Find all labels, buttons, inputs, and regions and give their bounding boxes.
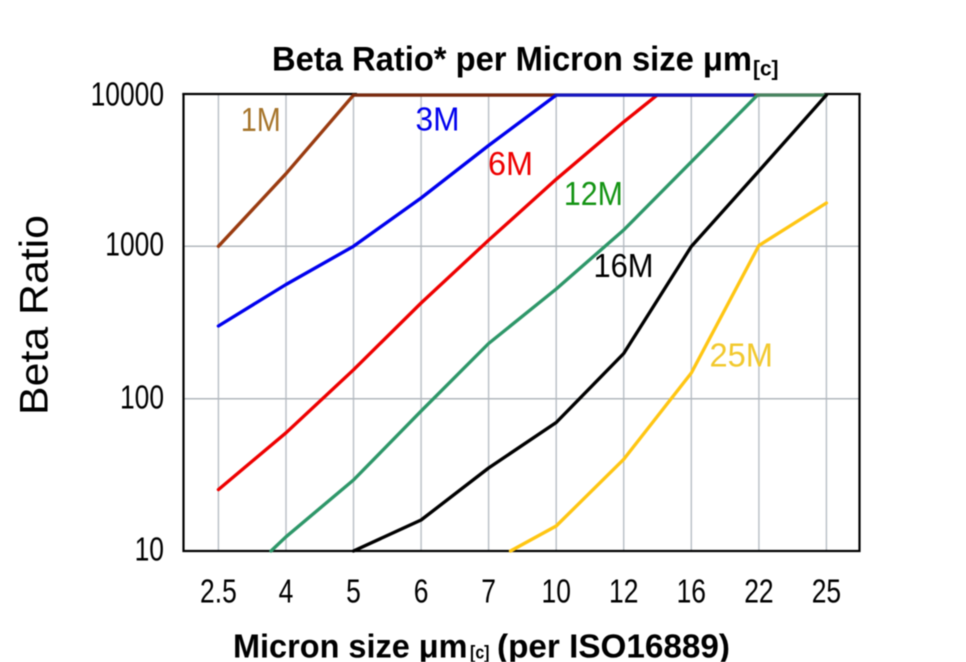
svg-text:16M: 16M [594,247,654,284]
svg-text:6: 6 [414,572,429,609]
svg-text:100: 100 [120,379,164,416]
svg-text:10: 10 [135,531,164,568]
svg-text:Micron size μm: Micron size μm [233,627,468,662]
svg-text:Beta Ratio: Beta Ratio [13,215,57,415]
svg-text:2.5: 2.5 [200,572,237,609]
svg-text:10000: 10000 [91,76,164,113]
svg-text:1000: 1000 [105,226,164,263]
svg-text:6M: 6M [488,145,533,182]
svg-text:25: 25 [812,572,841,609]
svg-text:16: 16 [677,572,706,609]
svg-text:[c]: [c] [470,643,490,662]
svg-text:12M: 12M [564,175,623,212]
svg-text:25M: 25M [710,337,774,374]
svg-text:22: 22 [744,572,773,609]
svg-text:4: 4 [279,572,294,609]
svg-text:3M: 3M [416,101,460,138]
svg-text:7: 7 [481,572,496,609]
svg-text:1M: 1M [241,101,281,138]
svg-text:Beta Ratio* per Micron size μm: Beta Ratio* per Micron size μm [272,40,752,78]
svg-text:12: 12 [609,572,638,609]
svg-text:[c]: [c] [753,58,779,81]
svg-text:(per ISO16889): (per ISO16889) [497,627,730,662]
svg-text:10: 10 [542,572,571,609]
svg-text:5: 5 [346,572,361,609]
